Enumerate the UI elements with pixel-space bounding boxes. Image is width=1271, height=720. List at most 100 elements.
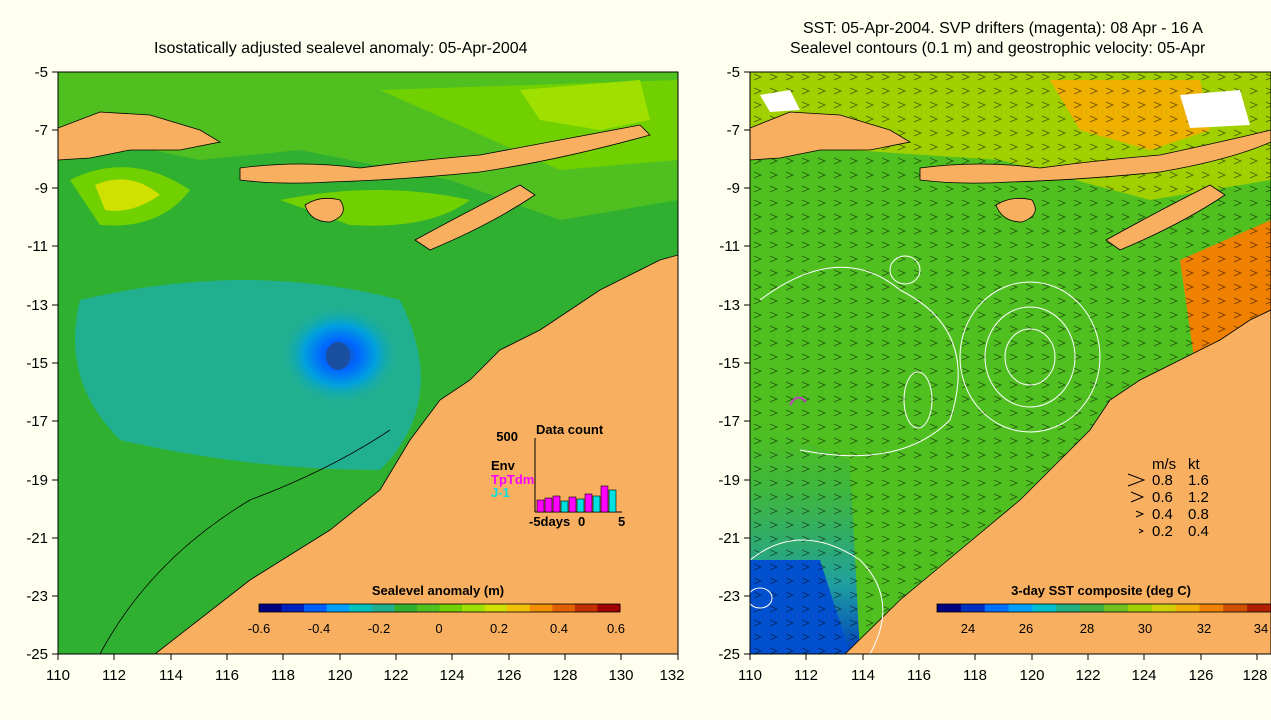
colorbar-swatch bbox=[1080, 604, 1105, 612]
left-y-tick: -7 bbox=[35, 122, 48, 139]
right-island-java-east bbox=[750, 111, 912, 161]
colorbar-swatch bbox=[597, 604, 621, 612]
right-y-tick: -21 bbox=[718, 530, 740, 547]
data-count-bars bbox=[536, 485, 617, 513]
data-count-inset: Data count 500 Env TpTdm J-1 -5days 0 5 bbox=[491, 422, 625, 529]
sst-colorbar-tick: 24 bbox=[961, 621, 975, 636]
sla-colorbar-tick: -0.4 bbox=[308, 621, 330, 636]
right-australia-landmass bbox=[844, 309, 1271, 654]
colorbar-swatch bbox=[984, 604, 1010, 612]
sst-colorbar-label: 3-day SST composite (deg C) bbox=[1011, 583, 1191, 598]
island-java-east bbox=[58, 111, 222, 161]
colorbar-swatch bbox=[1223, 604, 1248, 612]
left-y-tick: -23 bbox=[26, 588, 48, 605]
colorbar-swatch bbox=[937, 604, 962, 612]
speed-arrow-icon bbox=[1130, 491, 1145, 503]
right-x-tick: 122 bbox=[1075, 667, 1100, 684]
left-y-tick: -9 bbox=[35, 180, 48, 197]
sla-colorbar-tick: -0.2 bbox=[368, 621, 390, 636]
left-x-tick: 110 bbox=[46, 667, 70, 684]
colorbar-swatch bbox=[1032, 604, 1057, 612]
left-x-tick: 114 bbox=[159, 667, 183, 684]
speed-legend-ms: 0.4 bbox=[1152, 506, 1173, 523]
australia-landmass bbox=[154, 254, 678, 654]
colorbar-swatch bbox=[1127, 604, 1153, 612]
right-x-tick: 116 bbox=[907, 667, 931, 684]
right-x-tick: 128 bbox=[1242, 667, 1267, 684]
velocity-speed-legend: m/s kt 0.8 1.6 0.6 1.2 0.4 0.8 0.2 0.4 bbox=[1127, 456, 1209, 540]
left-panel-title: Isostatically adjusted sealevel anomaly:… bbox=[154, 40, 528, 57]
right-x-axis: 110 112 114 116 118 120 122 124 126 128 bbox=[738, 654, 1268, 684]
right-y-tick: -25 bbox=[718, 646, 740, 663]
data-count-x-tick: 0 bbox=[578, 514, 585, 529]
speed-legend-ms: 0.6 bbox=[1152, 489, 1173, 506]
sst-colorbar: 3-day SST composite (deg C) 24 26 28 30 … bbox=[936, 583, 1271, 636]
eddy-core bbox=[326, 342, 350, 370]
left-y-tick: -25 bbox=[26, 646, 48, 663]
colorbar-swatch bbox=[416, 604, 440, 612]
right-panel-title-line1: SST: 05-Apr-2004. SVP drifters (magenta)… bbox=[803, 20, 1203, 37]
colorbar-swatch bbox=[1151, 604, 1177, 612]
sst-colorbar-tick: 34 bbox=[1254, 621, 1268, 636]
right-x-tick: 124 bbox=[1131, 667, 1156, 684]
data-count-title: Data count bbox=[536, 422, 604, 437]
speed-legend-kt: 0.4 bbox=[1188, 523, 1209, 540]
colorbar-swatch bbox=[1247, 604, 1271, 612]
lesser-sunda-islands bbox=[239, 124, 651, 184]
speed-legend-ms: 0.2 bbox=[1152, 523, 1173, 540]
colorbar-swatch bbox=[371, 604, 395, 612]
right-x-tick: 118 bbox=[963, 667, 987, 684]
right-y-tick: -13 bbox=[718, 297, 740, 314]
right-y-tick: -19 bbox=[718, 472, 740, 489]
sla-colorbar-tick: 0 bbox=[435, 621, 442, 636]
colorbar-swatch bbox=[529, 604, 553, 612]
colorbar-swatch bbox=[281, 604, 305, 612]
sealevel-contours bbox=[750, 255, 1101, 654]
right-y-tick: -23 bbox=[718, 588, 740, 605]
data-count-x-tick: -5days bbox=[529, 514, 570, 529]
right-y-tick: -17 bbox=[718, 413, 740, 430]
data-count-legend-env: Env bbox=[491, 458, 516, 473]
left-y-tick: -11 bbox=[27, 238, 48, 255]
left-map bbox=[58, 72, 678, 654]
left-x-tick: 124 bbox=[439, 667, 464, 684]
left-x-tick: 126 bbox=[496, 667, 521, 684]
left-x-tick: 112 bbox=[102, 667, 126, 684]
speed-arrow-icon bbox=[1127, 473, 1146, 487]
speed-arrow-icon bbox=[1135, 510, 1145, 518]
colorbar-swatch bbox=[1008, 604, 1033, 612]
left-x-tick: 118 bbox=[271, 667, 295, 684]
right-x-tick: 112 bbox=[794, 667, 818, 684]
cloud-mask bbox=[1180, 90, 1250, 128]
speed-legend-header-kt: kt bbox=[1188, 456, 1201, 473]
sla-colorbar: Sealevel anomaly (m) -0.6 -0.4 -0.2 0 0.… bbox=[248, 583, 625, 636]
colorbar-swatch bbox=[960, 604, 986, 612]
colorbar-swatch bbox=[552, 604, 576, 612]
colorbar-swatch bbox=[349, 604, 373, 612]
shelf-contour bbox=[99, 429, 391, 654]
left-x-tick: 120 bbox=[327, 667, 352, 684]
left-y-tick: -13 bbox=[26, 297, 48, 314]
sst-colorbar-tick: 26 bbox=[1019, 621, 1033, 636]
left-y-tick: -21 bbox=[26, 530, 48, 547]
colorbar-swatch bbox=[259, 604, 283, 612]
right-x-tick: 110 bbox=[738, 667, 762, 684]
right-y-tick: -11 bbox=[719, 238, 740, 255]
data-count-x-tick: 5 bbox=[618, 514, 625, 529]
right-island-timor bbox=[1105, 184, 1226, 251]
data-count-ymax: 500 bbox=[496, 429, 518, 444]
colorbar-swatch bbox=[326, 604, 350, 612]
speed-legend-header-ms: m/s bbox=[1152, 456, 1176, 473]
right-x-tick: 114 bbox=[851, 667, 875, 684]
sla-colorbar-tick: 0.6 bbox=[607, 621, 625, 636]
left-y-axis: -5 -7 -9 -11 -13 -15 -17 -19 -21 -23 -25 bbox=[26, 64, 58, 663]
left-y-tick: -5 bbox=[35, 64, 48, 81]
island-sumba bbox=[304, 197, 344, 223]
sla-colorbar-tick: 0.2 bbox=[490, 621, 508, 636]
svp-drifter-track bbox=[789, 396, 807, 406]
island-timor bbox=[414, 184, 536, 251]
colorbar-swatch bbox=[304, 604, 328, 612]
sst-colorbar-tick: 32 bbox=[1197, 621, 1211, 636]
data-count-legend-tptdm: TpTdm bbox=[491, 472, 534, 487]
